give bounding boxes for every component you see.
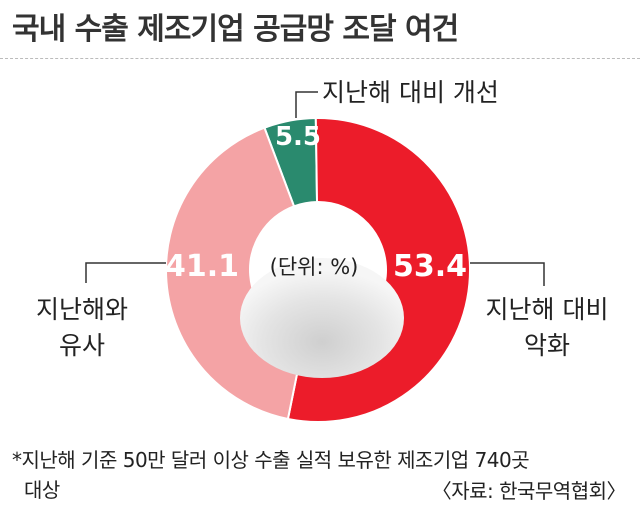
label-worse-line1: 지난해 대비: [486, 295, 609, 324]
chart-title: 국내 수출 제조기업 공급망 조달 여건: [12, 12, 459, 47]
leader-line-improved: [295, 91, 318, 118]
donut-hole-shadow: [240, 258, 404, 378]
label-similar-line1: 지난해와: [36, 295, 128, 324]
label-similar-line2: 유사: [59, 331, 105, 360]
slice-value-similar: 41.1: [165, 249, 239, 284]
footnote: *지난해 기준 50만 달러 이상 수출 실적 보유한 제조기업 740곳 대상: [12, 445, 530, 505]
footnote-line2: 대상: [24, 478, 60, 502]
title-divider: [0, 58, 640, 59]
unit-label: (단위: %): [270, 255, 359, 279]
slice-value-worse: 53.4: [393, 249, 467, 284]
label-worse-line2: 악화: [524, 331, 570, 360]
source-credit: 〈자료: 한국무역협회〉: [431, 479, 627, 503]
label-improved: 지난해 대비 개선: [322, 78, 499, 107]
footnote-line1: *지난해 기준 50만 달러 이상 수출 실적 보유한 제조기업 740곳: [12, 448, 530, 472]
slice-value-improved: 5.5: [275, 122, 321, 152]
leader-line-worse: [470, 262, 545, 286]
leader-line-similar: [85, 262, 166, 283]
